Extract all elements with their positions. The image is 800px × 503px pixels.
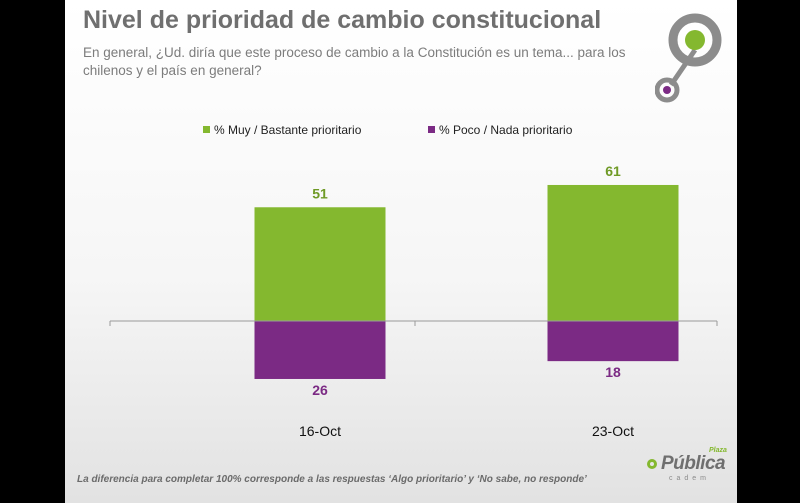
slide: Nivel de prioridad de cambio constitucio… xyxy=(65,0,737,503)
logo-dot-icon xyxy=(647,459,657,469)
bar-0-1 xyxy=(547,184,679,321)
bars xyxy=(254,184,679,379)
value-label-1-1: 18 xyxy=(605,364,621,380)
bar-chart: % Muy / Bastante prioritario % Poco / Nad… xyxy=(109,123,718,439)
value-label-0-0: 51 xyxy=(312,185,328,201)
logo-main-text: Pública xyxy=(661,453,726,474)
x-tick-labels: 16-Oct 23-Oct xyxy=(299,423,634,439)
legend: % Muy / Bastante prioritario % Poco / Nad… xyxy=(203,123,573,137)
bar-1-0 xyxy=(254,321,386,379)
bar-1-1 xyxy=(547,321,679,362)
plaza-publica-cadem-logo: Plaza Pública cadem xyxy=(645,447,727,489)
legend-swatch-1 xyxy=(428,126,435,133)
logo-sub-text: cadem xyxy=(669,475,711,482)
footnote: La diferencia para completar 100% corres… xyxy=(77,474,587,485)
value-label-1-0: 26 xyxy=(312,382,328,398)
logo-top-text: Plaza xyxy=(709,447,727,454)
decorative-circles-icon xyxy=(655,13,722,103)
chart-title: Nivel de prioridad de cambio constitucio… xyxy=(83,6,602,34)
legend-swatch-0 xyxy=(203,126,210,133)
x-tick-label-0: 16-Oct xyxy=(299,423,341,439)
x-tick-label-1: 23-Oct xyxy=(592,423,634,439)
legend-label-1: % Poco / Nada prioritario xyxy=(439,123,573,137)
chart-subtitle: En general, ¿Ud. diría que este proceso … xyxy=(83,45,626,78)
value-label-0-1: 61 xyxy=(605,163,621,179)
value-labels: 51 26 61 18 xyxy=(312,163,621,398)
legend-label-0: % Muy / Bastante prioritario xyxy=(214,123,362,137)
bar-0-0 xyxy=(254,207,386,321)
